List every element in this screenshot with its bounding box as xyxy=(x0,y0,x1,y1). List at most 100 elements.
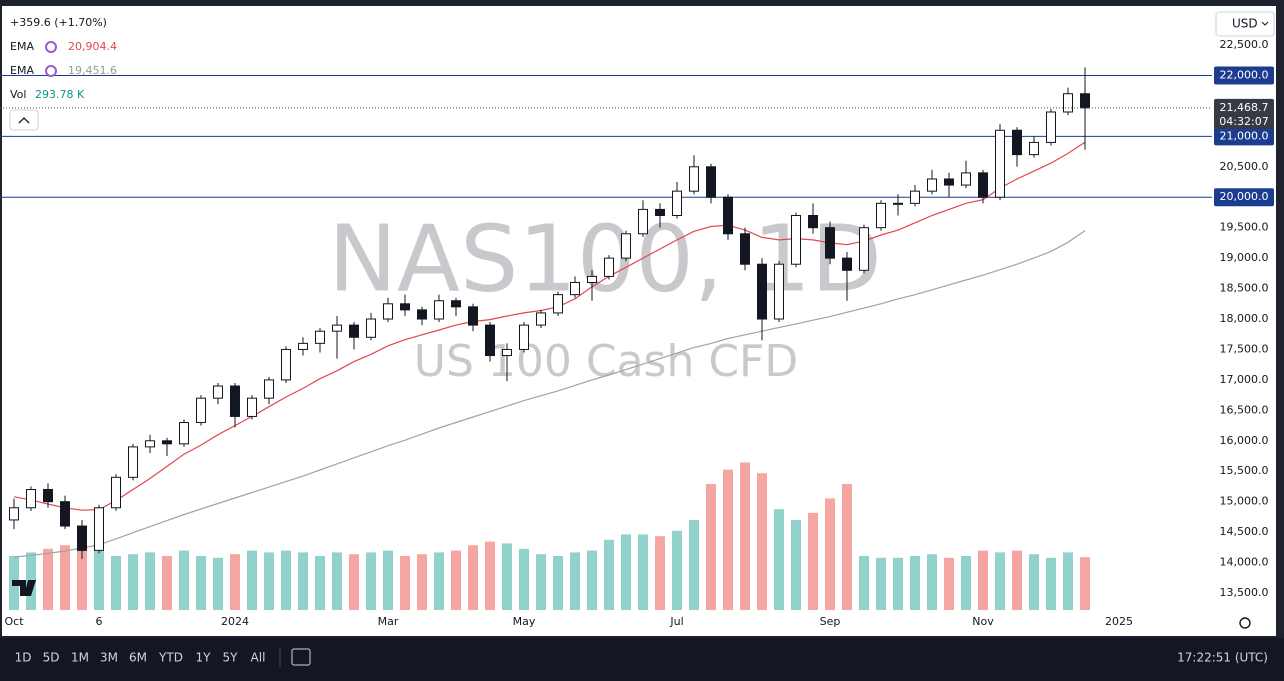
candle-body xyxy=(315,330,325,344)
volume-bar xyxy=(876,557,886,610)
range-button[interactable]: 3M xyxy=(100,651,118,665)
volume-bar xyxy=(60,545,70,610)
y-tick-label: 18,500.0 xyxy=(1220,282,1269,295)
candle-body xyxy=(196,397,206,424)
candle-body xyxy=(434,300,444,320)
candle-body xyxy=(927,178,937,192)
x-tick-label: Nov xyxy=(972,615,994,628)
candle-body xyxy=(43,489,53,503)
y-tick-label: 15,500.0 xyxy=(1220,464,1269,477)
candle-body xyxy=(9,507,19,521)
volume-bar xyxy=(757,473,767,610)
volume-bar xyxy=(723,469,733,610)
x-tick-label: May xyxy=(513,615,536,628)
range-button[interactable]: 1D xyxy=(15,651,32,665)
currency-box[interactable] xyxy=(1215,11,1275,37)
range-button[interactable]: 6M xyxy=(129,651,147,665)
volume-bar xyxy=(842,484,852,610)
candle-body xyxy=(383,303,393,320)
volume-bar xyxy=(281,550,291,610)
volume-bar xyxy=(315,556,325,610)
volume-bar xyxy=(502,543,512,610)
range-button[interactable]: 5Y xyxy=(223,651,239,665)
volume-bar xyxy=(961,556,971,610)
volume-bar xyxy=(740,462,750,610)
volume-bar xyxy=(978,550,988,610)
candle-body xyxy=(672,190,682,217)
volume-bar xyxy=(162,556,172,610)
range-button[interactable]: 5D xyxy=(43,651,60,665)
volume-bar xyxy=(655,536,665,610)
range-button[interactable]: All xyxy=(251,651,266,665)
clock: 17:22:51 (UTC) xyxy=(1177,651,1268,665)
volume-bar xyxy=(859,556,869,610)
candle-body xyxy=(451,300,461,308)
candle-body xyxy=(162,440,172,445)
chevron-icon xyxy=(1261,21,1269,26)
volume-bar xyxy=(689,520,699,610)
volume-bar xyxy=(1080,557,1090,610)
range-button[interactable]: 1Y xyxy=(196,651,212,665)
candle-body xyxy=(553,294,563,314)
legend: +359.6 (+1.70%) EMA 20,904.4 EMA 19,451.… xyxy=(9,16,117,131)
x-tick-label: Jul xyxy=(669,615,683,628)
volume-bar xyxy=(1063,552,1073,610)
candle-body xyxy=(349,324,359,338)
chevron-icon xyxy=(18,117,30,124)
volume-bar xyxy=(536,554,546,610)
range-button[interactable]: 1M xyxy=(71,651,89,665)
candle-body xyxy=(1080,93,1090,109)
volume-bar xyxy=(944,557,954,610)
tv-logo xyxy=(12,580,36,596)
candle-body xyxy=(145,440,155,448)
y-tick-label: 14,000.0 xyxy=(1220,556,1269,569)
candle-body xyxy=(842,257,852,271)
candle-body xyxy=(961,172,971,186)
settings-icon[interactable] xyxy=(1239,617,1251,629)
volume-bar xyxy=(1029,554,1039,610)
candle-body xyxy=(281,348,291,381)
volume-bar xyxy=(808,512,818,610)
candle-body xyxy=(638,208,648,235)
candle-body xyxy=(876,202,886,229)
volume-bar xyxy=(128,554,138,610)
collapse-button[interactable] xyxy=(9,109,39,131)
volume-bar xyxy=(111,556,121,610)
volume-bar xyxy=(213,557,223,610)
line-label-box xyxy=(1214,127,1274,146)
candle-body xyxy=(859,227,869,271)
legend-value: 19,451.6 xyxy=(68,64,117,77)
plot-area xyxy=(0,67,1212,610)
currency-label: USD xyxy=(1232,17,1258,31)
line-label-box xyxy=(1214,66,1274,85)
logo-mark xyxy=(12,580,36,596)
legend-value: 293.78 K xyxy=(35,88,85,101)
bottom-toolbar xyxy=(0,638,1284,681)
line-label: 21,000.0 xyxy=(1220,129,1269,142)
candle-body xyxy=(366,318,376,338)
price-axis: 22,500.0 20,500.0 19,500.0 19,000.0 18,500.0… xyxy=(4,38,1274,628)
candle-body xyxy=(825,227,835,259)
candle-body xyxy=(502,348,512,357)
candle-body xyxy=(264,379,274,399)
candle-body xyxy=(689,166,699,192)
range-button[interactable]: YTD xyxy=(158,651,183,665)
candle-body xyxy=(587,275,597,283)
date-range-icon[interactable] xyxy=(291,648,311,666)
volume-bar xyxy=(791,520,801,610)
candle-body xyxy=(723,196,733,235)
countdown-label: 04:32:07 xyxy=(1219,115,1268,128)
volume-bar xyxy=(485,541,495,610)
candle-body xyxy=(1012,129,1022,156)
currency-select[interactable]: USD xyxy=(1215,11,1275,37)
volume-bar xyxy=(672,530,682,610)
watermark-description: US 100 Cash CFD xyxy=(414,336,798,387)
volume-bar xyxy=(1012,550,1022,610)
volume-bar xyxy=(1046,557,1056,610)
candle-body xyxy=(910,190,920,204)
candle-body xyxy=(94,507,104,551)
volume-bar xyxy=(247,550,257,610)
candle-body xyxy=(213,385,223,399)
candle-body xyxy=(995,129,1005,198)
